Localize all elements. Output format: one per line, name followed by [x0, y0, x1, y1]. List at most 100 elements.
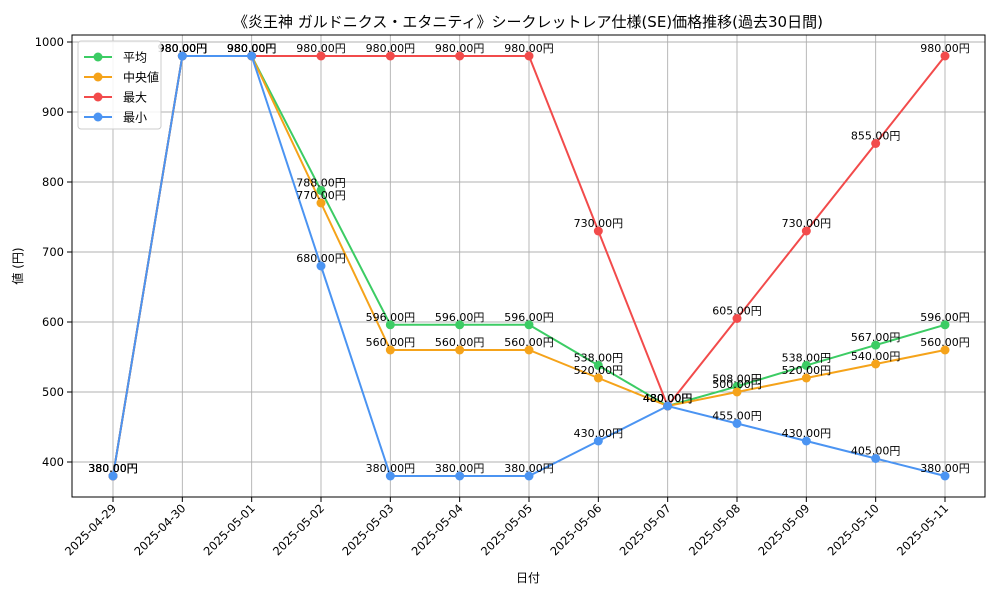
y-tick-label: 900: [42, 105, 64, 119]
data-point: [455, 51, 465, 61]
data-label: 596.00円: [504, 311, 554, 324]
data-label: 855.00円: [851, 130, 901, 143]
data-label: 980.00円: [504, 42, 554, 55]
data-point: [871, 454, 881, 463]
data-label: 480.00円: [643, 392, 693, 405]
data-label: 538.00円: [782, 351, 832, 364]
x-axis-label: 日付: [516, 571, 540, 585]
data-point: [385, 471, 395, 481]
data-point: [316, 198, 326, 208]
data-point: [940, 471, 950, 481]
data-label: 730.00円: [574, 217, 624, 230]
legend-item: 最小: [84, 111, 147, 125]
data-label: 680.00円: [296, 252, 346, 265]
data-point: [593, 373, 603, 383]
x-tick-label: 2025-05-08: [686, 501, 743, 558]
data-label: 980.00円: [227, 42, 277, 55]
data-label: 405.00円: [851, 445, 901, 458]
y-tick-label: 700: [42, 245, 64, 259]
data-label: 605.00円: [712, 305, 762, 318]
data-point: [524, 345, 534, 355]
x-tick-label: 2025-05-02: [270, 501, 327, 558]
data-point: [940, 345, 950, 355]
data-label: 730.00円: [782, 217, 832, 230]
legend-swatch-marker: [93, 112, 103, 122]
data-labels: 380.00円 980.00円 980.00円 788.00円 596.00円 596.0…: [88, 42, 970, 475]
x-tick-label: 2025-05-01: [201, 501, 258, 558]
data-point: [385, 51, 395, 61]
data-point: [801, 360, 811, 370]
grid: [72, 35, 985, 497]
x-tick-label: 2025-04-30: [131, 501, 188, 558]
data-label: 380.00円: [88, 462, 138, 475]
data-label: 430.00円: [574, 427, 624, 440]
data-point: [871, 139, 881, 148]
data-label: 500.00円: [712, 378, 762, 391]
data-point: [732, 314, 742, 323]
data-label: 980.00円: [227, 42, 277, 55]
data-label: 538.00円: [574, 351, 624, 364]
x-tick-label: 2025-05-04: [409, 501, 466, 558]
data-label: 380.00円: [366, 462, 416, 475]
x-tick-label: 2025-05-07: [617, 501, 674, 558]
data-label: 380.00円: [920, 462, 970, 475]
data-point: [316, 185, 326, 195]
legend-label: 最大: [123, 91, 147, 105]
y-tick-label: 500: [42, 385, 64, 399]
data-point: [385, 345, 395, 355]
series-layer: [108, 51, 950, 481]
data-point: [801, 226, 811, 236]
legend-label: 中央値: [123, 70, 159, 85]
data-label: 430.00円: [782, 427, 832, 440]
data-label: 520.00円: [574, 364, 624, 377]
data-label: 980.00円: [158, 42, 208, 55]
series-3: [108, 51, 950, 481]
data-label: 480.00円: [643, 392, 693, 405]
x-axis: 2025-04-29 2025-04-30 2025-05-01 2025-05-02…: [62, 497, 951, 558]
data-point: [524, 51, 534, 61]
data-point: [247, 51, 257, 61]
data-point: [593, 226, 603, 236]
data-point: [316, 261, 326, 271]
data-point: [524, 320, 534, 330]
y-axis-label: 値 (円): [10, 247, 25, 284]
data-label: 560.00円: [435, 336, 485, 349]
data-label: 560.00円: [920, 336, 970, 349]
data-label: 455.00円: [712, 410, 762, 423]
legend-swatch-marker: [93, 92, 103, 102]
data-point: [455, 471, 465, 481]
data-label: 540.00円: [851, 350, 901, 363]
data-point: [593, 436, 603, 446]
data-label: 980.00円: [296, 42, 346, 55]
x-tick-label: 2025-05-06: [547, 501, 604, 558]
data-label: 980.00円: [227, 42, 277, 55]
data-point: [385, 320, 395, 330]
data-point: [455, 320, 465, 330]
data-point: [177, 51, 187, 61]
data-label: 380.00円: [88, 462, 138, 475]
y-tick-label: 1000: [35, 35, 64, 49]
data-label: 980.00円: [366, 42, 416, 55]
data-label: 788.00円: [296, 176, 346, 189]
data-label: 560.00円: [504, 336, 554, 349]
x-tick-label: 2025-05-03: [339, 501, 396, 558]
data-label: 596.00円: [435, 311, 485, 324]
data-label: 380.00円: [504, 462, 554, 475]
x-tick-label: 2025-05-09: [755, 501, 812, 558]
data-label: 980.00円: [920, 42, 970, 55]
x-tick-label: 2025-05-10: [825, 501, 882, 558]
data-label: 596.00円: [366, 311, 416, 324]
data-point: [455, 345, 465, 355]
data-point: [663, 401, 673, 411]
x-tick-label: 2025-05-11: [894, 501, 951, 558]
data-point: [593, 360, 603, 370]
x-tick-label: 2025-05-05: [478, 501, 535, 558]
y-tick-label: 800: [42, 175, 64, 189]
legend-label: 最小: [123, 111, 147, 125]
data-label: 508.00円: [712, 372, 762, 385]
y-axis: 400 500 600 700 800 900 1000: [35, 35, 72, 469]
data-label: 980.00円: [158, 42, 208, 55]
